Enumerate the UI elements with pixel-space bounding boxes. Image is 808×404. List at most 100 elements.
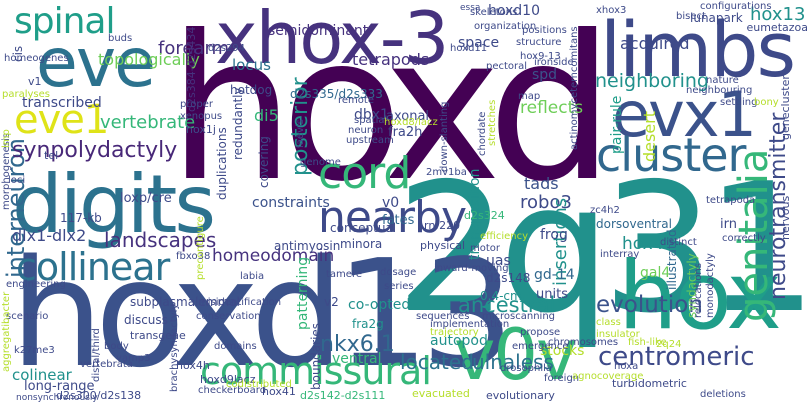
word: spatial <box>354 115 388 126</box>
word: eumetazoa <box>746 21 808 34</box>
word: d2s294 <box>208 43 246 54</box>
word: 2q24 <box>656 339 682 350</box>
word: precontigure <box>195 216 206 280</box>
word: antimyosin <box>274 239 341 253</box>
word: aggregatibacter <box>1 291 12 372</box>
word: hox13 <box>750 4 806 25</box>
word: subplasmalemmal <box>130 295 240 309</box>
word: transcribed <box>22 95 102 111</box>
word: autopod <box>430 333 488 349</box>
word: fra2h <box>388 125 423 140</box>
word: gal4 <box>640 265 671 281</box>
word: forearm <box>158 38 230 59</box>
word: hoxd10 <box>488 3 540 19</box>
word: dosage <box>380 267 417 278</box>
word: fates <box>382 213 415 228</box>
word: agnocoverage <box>572 371 644 382</box>
word: fbxo38 <box>176 251 211 262</box>
word: di5 <box>254 106 279 125</box>
word: class <box>596 317 621 328</box>
word: gd-14 <box>534 267 575 283</box>
word: d2s142-d2s111 <box>300 389 386 402</box>
word: ventral <box>332 351 382 367</box>
word: spinal <box>14 1 115 42</box>
word: essa <box>460 3 481 13</box>
word: fra2g <box>352 317 384 331</box>
word: settling <box>720 97 758 108</box>
word: structure <box>516 37 562 48</box>
word: hoxd13 <box>10 228 515 400</box>
word: bisect <box>676 11 706 22</box>
word: k27me3 <box>14 345 55 356</box>
word: insulator <box>596 329 640 340</box>
word: laevis <box>295 119 306 148</box>
word: ironside <box>534 57 574 68</box>
word: propose <box>520 327 561 338</box>
word: cord <box>318 148 411 199</box>
word: xenopus <box>180 111 223 122</box>
word: topologically <box>98 50 200 69</box>
word: desert <box>640 110 659 162</box>
word: interray <box>600 249 640 260</box>
word: chromosomes <box>548 337 619 348</box>
word: semidominant <box>268 23 369 39</box>
word: conservation <box>196 311 261 322</box>
word: scenario <box>6 311 49 322</box>
word: spd <box>532 67 558 83</box>
word: neighboring <box>595 70 709 92</box>
word: dbx1 <box>354 107 389 123</box>
word: nature <box>706 75 739 86</box>
word: upstream <box>346 135 394 146</box>
word: vertebrate <box>100 112 196 133</box>
word: hoxd11 <box>450 43 488 54</box>
word: eve1 <box>14 97 109 143</box>
word: domains <box>214 341 257 352</box>
word: constraints <box>252 195 330 211</box>
word: ancestral <box>458 293 556 317</box>
word: loxp/cre <box>120 191 172 206</box>
word: 2mv1ba <box>426 167 467 178</box>
word: motor <box>470 243 501 254</box>
word: rnf220 <box>424 219 461 232</box>
word: organization <box>474 21 537 32</box>
word: uas <box>486 253 511 269</box>
word: checkerboard <box>198 385 267 396</box>
word: buds <box>108 33 133 44</box>
word: located <box>400 350 474 374</box>
word: ulnaless <box>472 350 554 374</box>
word: lmp <box>1 129 12 148</box>
word: xhox-3 <box>215 0 449 80</box>
word: conceptual <box>330 221 397 235</box>
word: lunapark <box>690 11 743 25</box>
word: configurations <box>700 1 772 12</box>
word: stocks <box>540 343 585 359</box>
word: hoxa <box>614 361 639 372</box>
word: dlx1-dlx2 <box>12 226 87 245</box>
word: distal/third <box>91 328 102 382</box>
word: nkx6.1 <box>320 332 395 357</box>
word: digits <box>12 158 216 251</box>
word: 2q31 <box>395 145 808 352</box>
word: misidentification <box>198 297 282 308</box>
word: evx1 <box>612 78 757 151</box>
word: map <box>518 91 541 102</box>
word: d2s300/d2s138 <box>56 389 142 402</box>
word: homeogenes <box>4 53 69 64</box>
word: hox4h <box>176 359 210 372</box>
word: correctly <box>722 233 766 244</box>
word: monodactyly <box>705 253 716 318</box>
word: transgene <box>130 329 186 342</box>
word: deletions <box>700 389 746 400</box>
word: tamere <box>326 269 362 280</box>
word: xhox3 <box>596 5 627 16</box>
word: nervous <box>779 195 792 240</box>
word: actinomycetemcomitans <box>569 26 580 150</box>
word: d2s148 <box>486 271 531 285</box>
word: distinct <box>660 237 697 248</box>
word: relocations <box>693 263 704 318</box>
word: v1 <box>28 75 42 88</box>
word: limbs <box>600 5 796 94</box>
word: landscapes <box>104 228 217 252</box>
word: positions <box>522 25 567 36</box>
